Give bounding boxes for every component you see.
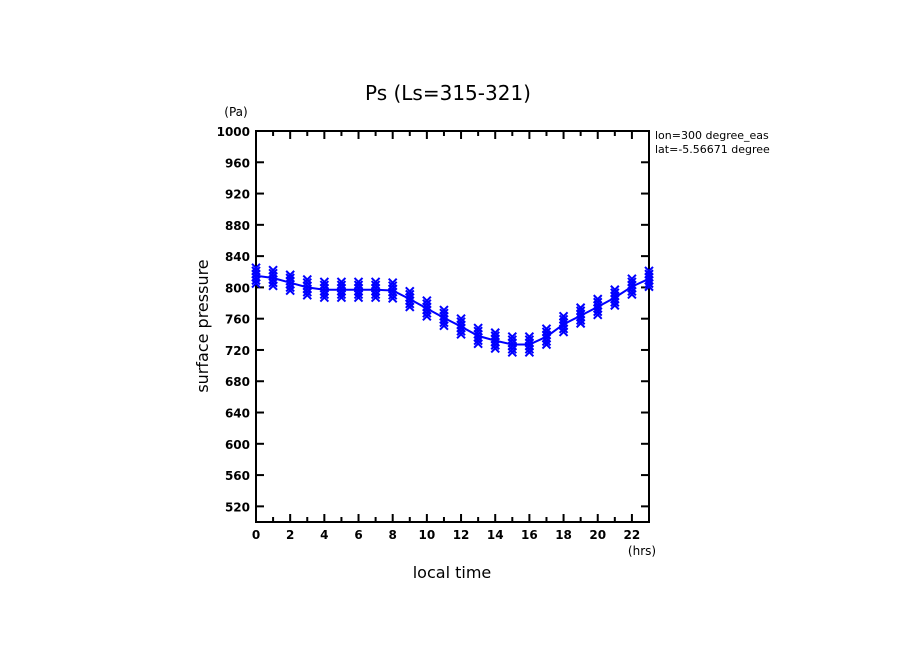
- annotation-lat: lat=-5.56671 degree: [655, 143, 770, 156]
- x-tick-label: 8: [389, 528, 397, 542]
- y-unit-label: (Pa): [224, 105, 247, 119]
- data-point-marker: [593, 294, 603, 304]
- x-tick-label: 14: [487, 528, 504, 542]
- data-point-marker: [370, 280, 381, 290]
- y-tick-label: 920: [225, 188, 250, 202]
- data-point-marker: [490, 328, 500, 338]
- data-markers: [251, 263, 654, 358]
- y-axis-label: surface pressure: [193, 259, 212, 392]
- data-point-marker: [541, 324, 552, 334]
- data-point-marker: [251, 266, 261, 276]
- data-point-marker: [644, 269, 654, 279]
- data-point-marker: [285, 270, 295, 280]
- y-tick-label: 1000: [217, 125, 250, 139]
- y-tick-label: 880: [225, 219, 250, 233]
- annotation-lon: lon=300 degree_eas: [655, 129, 769, 142]
- data-point-marker: [336, 280, 347, 290]
- y-tick-label: 840: [225, 250, 250, 264]
- data-point-marker: [507, 331, 518, 342]
- data-point-marker: [644, 266, 654, 276]
- x-tick-label: 2: [286, 528, 294, 542]
- data-point-marker: [302, 274, 312, 285]
- data-point-marker: [456, 313, 466, 324]
- x-axis-label: local time: [413, 563, 492, 582]
- data-point-marker: [610, 285, 620, 295]
- data-point-marker: [353, 277, 364, 287]
- x-tick-label: 20: [589, 528, 606, 542]
- data-point-marker: [370, 277, 381, 287]
- y-tick-label: 800: [225, 281, 250, 295]
- data-point-marker: [302, 278, 312, 288]
- data-point-marker: [285, 273, 295, 283]
- y-tick-label: 720: [225, 344, 250, 358]
- chart-title: Ps (Ls=315-321): [365, 81, 531, 105]
- x-tick-label: 0: [252, 528, 260, 542]
- x-tick-label: 10: [419, 528, 436, 542]
- axis-tick-labels: 5205606006406807207608008408809209601000…: [217, 125, 641, 542]
- x-tick-label: 16: [521, 528, 538, 542]
- data-point-marker: [268, 265, 278, 275]
- data-point-marker: [473, 323, 483, 333]
- data-point-marker: [319, 277, 330, 287]
- plot-frame: [255, 130, 650, 523]
- data-point-marker: [507, 335, 518, 345]
- data-point-marker: [268, 268, 278, 279]
- data-point-marker: [251, 263, 261, 273]
- data-point-marker: [336, 277, 347, 287]
- data-point-marker: [627, 274, 637, 284]
- data-point-marker: [405, 286, 415, 297]
- data-point-marker: [319, 280, 330, 290]
- y-tick-label: 960: [225, 156, 250, 170]
- y-tick-label: 680: [225, 375, 250, 389]
- y-tick-label: 640: [225, 407, 250, 421]
- x-unit-label: (hrs): [628, 544, 656, 558]
- y-tick-label: 520: [225, 500, 250, 514]
- x-tick-label: 22: [624, 528, 641, 542]
- data-point-marker: [387, 281, 398, 291]
- data-point-marker: [490, 331, 500, 341]
- data-point-marker: [353, 280, 364, 290]
- x-tick-label: 12: [453, 528, 470, 542]
- data-point-marker: [524, 331, 535, 342]
- data-point-marker: [387, 278, 398, 288]
- x-tick-label: 6: [354, 528, 362, 542]
- axis-ticks: [255, 130, 650, 522]
- data-point-marker: [439, 305, 449, 315]
- y-tick-label: 560: [225, 469, 250, 483]
- y-tick-label: 600: [225, 438, 250, 452]
- data-point-marker: [575, 303, 586, 313]
- series-line: [255, 274, 650, 346]
- x-tick-label: 4: [320, 528, 328, 542]
- data-point-marker: [422, 295, 432, 306]
- y-tick-label: 760: [225, 313, 250, 327]
- x-tick-label: 18: [555, 528, 572, 542]
- data-point-marker: [558, 311, 569, 322]
